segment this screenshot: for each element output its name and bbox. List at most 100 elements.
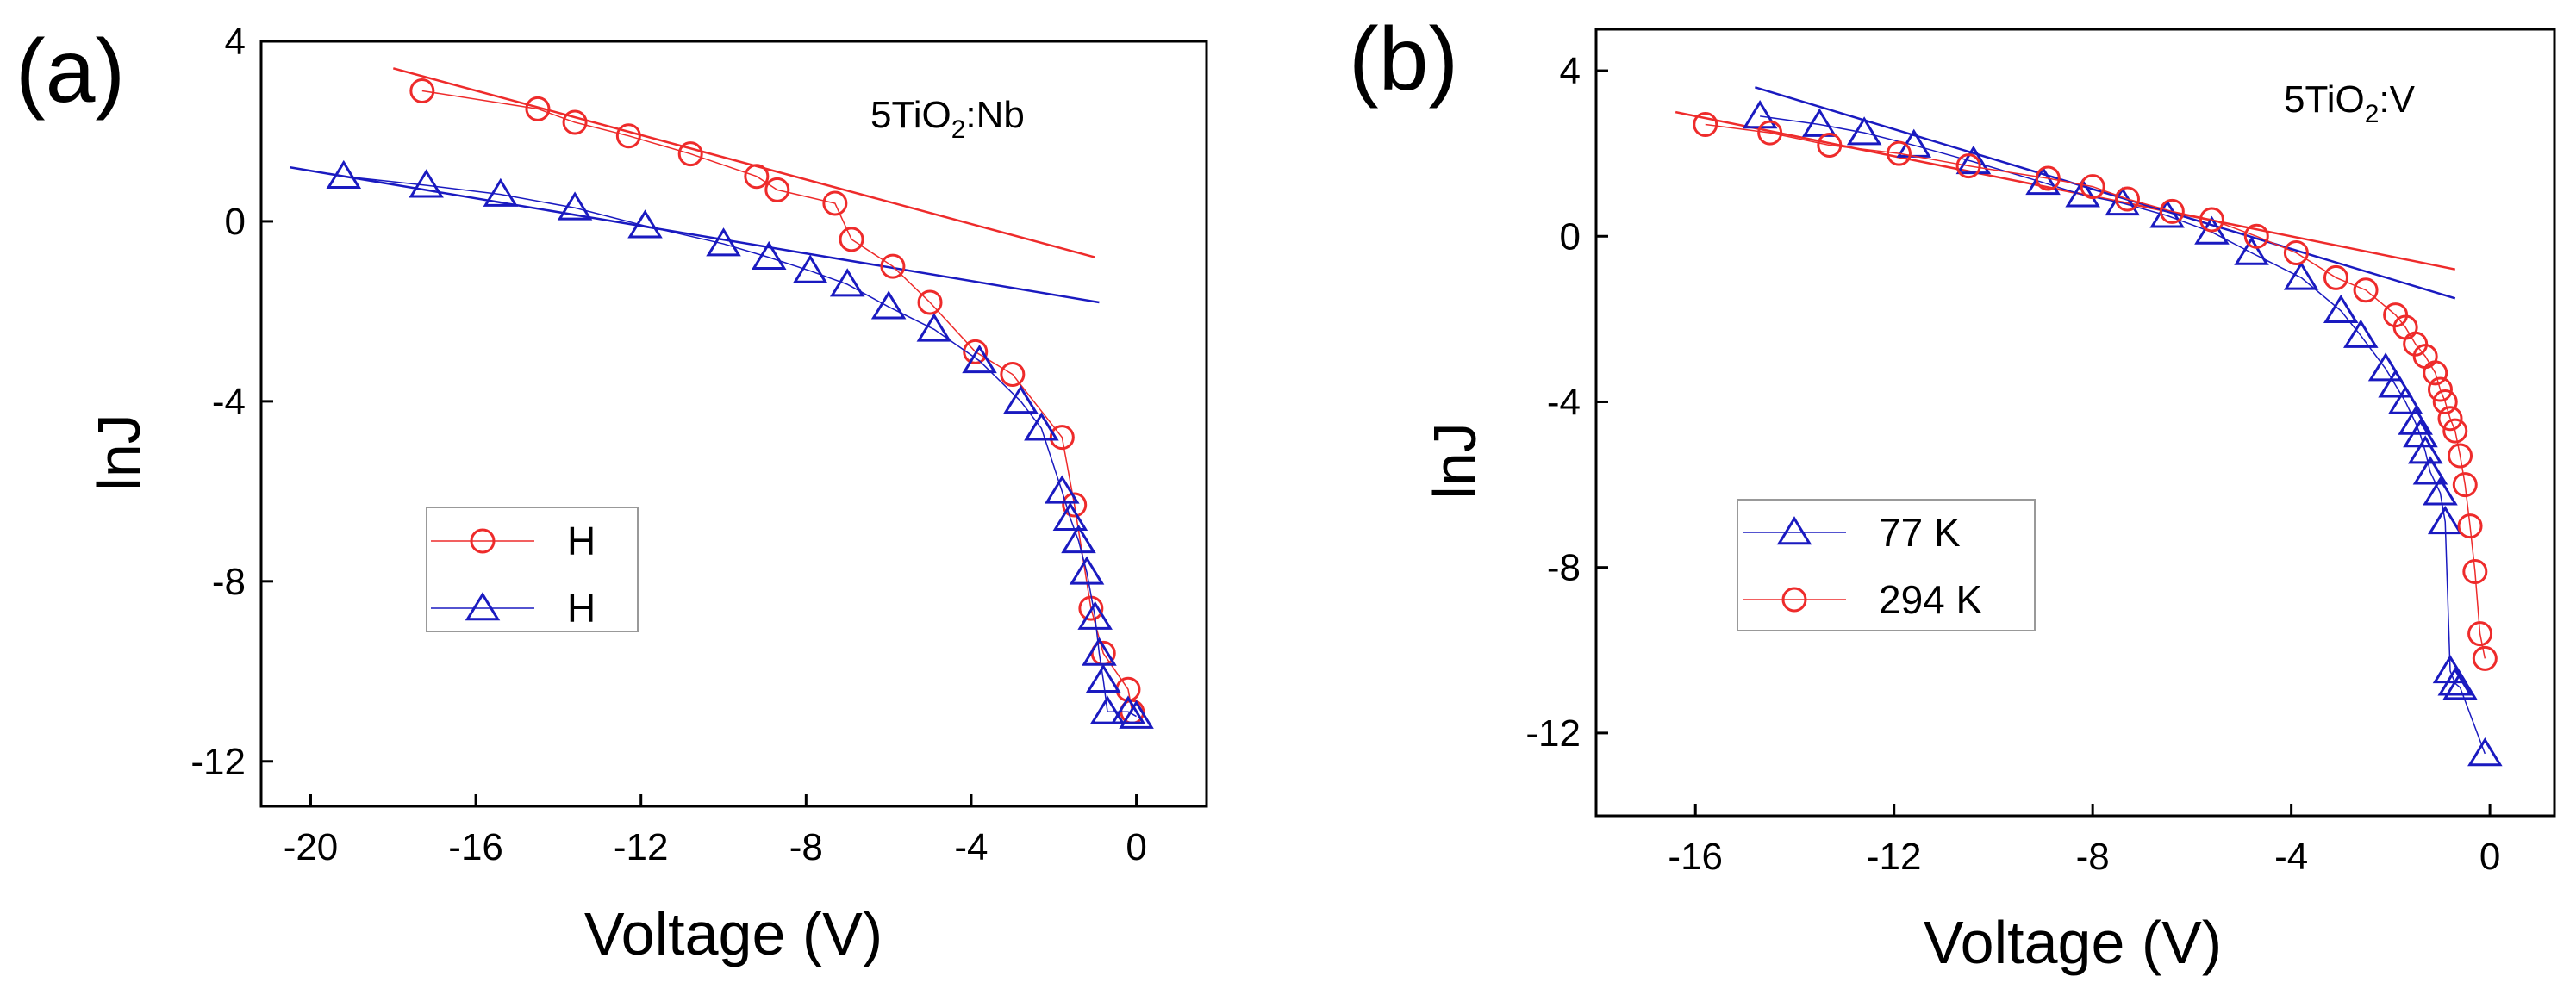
series-line-1 [343,175,1137,718]
y-tick-label: -12 [190,741,246,783]
x-axis-label-a: Voltage (V) [584,900,883,967]
data-point-circle [744,164,770,190]
data-point-circle [1693,112,1718,138]
data-point-triangle [2432,654,2468,684]
x-tick-label: 0 [2479,836,2500,878]
y-tick-label: -8 [212,561,246,603]
y-tick-label: -8 [1547,547,1581,589]
annotation-b-sub: 2 [2365,100,2380,128]
data-point-triangle [2283,261,2319,290]
legend-label: 77 K [1879,510,1961,555]
data-point-circle [880,253,906,279]
data-point-circle [1886,140,1912,166]
data-point-circle [764,177,790,202]
data-point-triangle [2025,165,2061,196]
data-point-circle [1049,425,1075,451]
ticks-a: -20 -16 -12 -8 -4 0 4 0 -4 -8 -12 [190,21,1146,868]
annotation-a-suffix: :Nb [965,94,1024,136]
data-point-triangle [1119,700,1154,729]
annotation-a-sub: 2 [951,115,966,144]
x-tick-label: -12 [1867,836,1922,878]
panel-a: (a) -20 -16 -12 -8 -4 040-4-8-12 5TiO2:Nb HH … [16,21,1208,967]
data-point-triangle [1082,637,1117,666]
data-point-triangle [2149,199,2185,228]
data-point-circle [2427,376,2453,402]
data-point-circle [2457,513,2483,539]
data-point-circle [2114,186,2140,212]
data-point-circle [917,289,943,315]
y-tick-label: -4 [212,381,246,423]
annotation-a-base: 5TiO [870,94,951,136]
legend-b: 77 K 294 K [1743,510,1983,622]
x-tick-label: -8 [789,826,823,868]
data-point-circle [2432,389,2458,414]
data-point-triangle [751,240,787,271]
data-point-triangle [1955,145,1992,175]
data-point-circle [2199,207,2224,233]
x-tick-label: -4 [2274,836,2308,878]
x-tick-label: -20 [284,826,339,868]
data-point-triangle [2412,456,2448,485]
legend-label: 294 K [1879,577,1983,622]
data-point-circle [1757,120,1783,146]
data-point-triangle [1052,501,1088,531]
legend-label: H [567,519,596,563]
data-point-triangle [2343,319,2379,348]
data-point-triangle [326,159,362,190]
series-b [1693,100,2503,767]
data-point-circle [1000,362,1026,388]
data-point-triangle [2234,236,2269,265]
data-point-triangle [2407,435,2443,464]
y-tick-label: 4 [1560,50,1581,92]
fit-line-red [392,67,1095,258]
plot-frame-a [259,40,1208,808]
fit-lines-b [1675,86,2456,300]
data-point-circle [2472,645,2498,671]
data-point-circle [2423,360,2448,386]
panel-label-b: (b) [1349,9,1458,109]
data-point-triangle [2387,385,2423,414]
data-point-triangle [1846,116,1882,146]
data-point-triangle [870,290,907,320]
data-point-triangle [1742,100,1778,129]
data-point-circle [2437,406,2463,432]
data-point-triangle [409,169,444,198]
data-point-circle [2243,223,2269,249]
data-point-triangle [1110,695,1146,724]
data-point-triangle [2065,178,2100,208]
fit-line-blue [1755,86,2456,300]
data-point-triangle [2367,352,2404,382]
x-tick-label: -4 [954,826,988,868]
y-tick-label: -12 [1525,712,1581,755]
data-point-triangle [2442,671,2478,700]
legend-box-a [426,507,639,632]
fit-lines-a [290,67,1100,304]
series-line-0 [1760,115,2486,755]
annotation-a: 5TiO2:Nb [870,94,1025,144]
data-point-triangle [1003,385,1039,414]
data-point-triangle [829,268,865,297]
data-point-triangle [1061,524,1096,554]
data-point-circle [2452,472,2478,498]
legend-marker [1781,587,1807,613]
data-point-triangle [1089,695,1126,724]
y-axis-label-b: lnJ [1421,422,1488,499]
data-point-circle [677,141,703,167]
x-tick-label: 0 [1126,826,1146,868]
data-point-circle [2080,174,2105,200]
annotation-b: 5TiO2:V [2284,78,2416,128]
data-point-circle [562,109,588,135]
y-tick-label: 0 [225,201,246,243]
legend-a: HH [431,519,596,631]
data-point-triangle [2105,186,2141,216]
data-point-triangle [2378,369,2413,398]
data-point-circle [2353,277,2379,303]
fit-line-red [1675,110,2456,271]
data-point-circle [2283,239,2309,265]
data-point-triangle [706,227,741,257]
data-point-circle [2448,443,2473,469]
y-tick-label: -4 [1547,381,1581,423]
plot-frame-b [1594,28,2556,818]
data-point-triangle [962,344,997,374]
data-point-triangle [916,313,952,342]
